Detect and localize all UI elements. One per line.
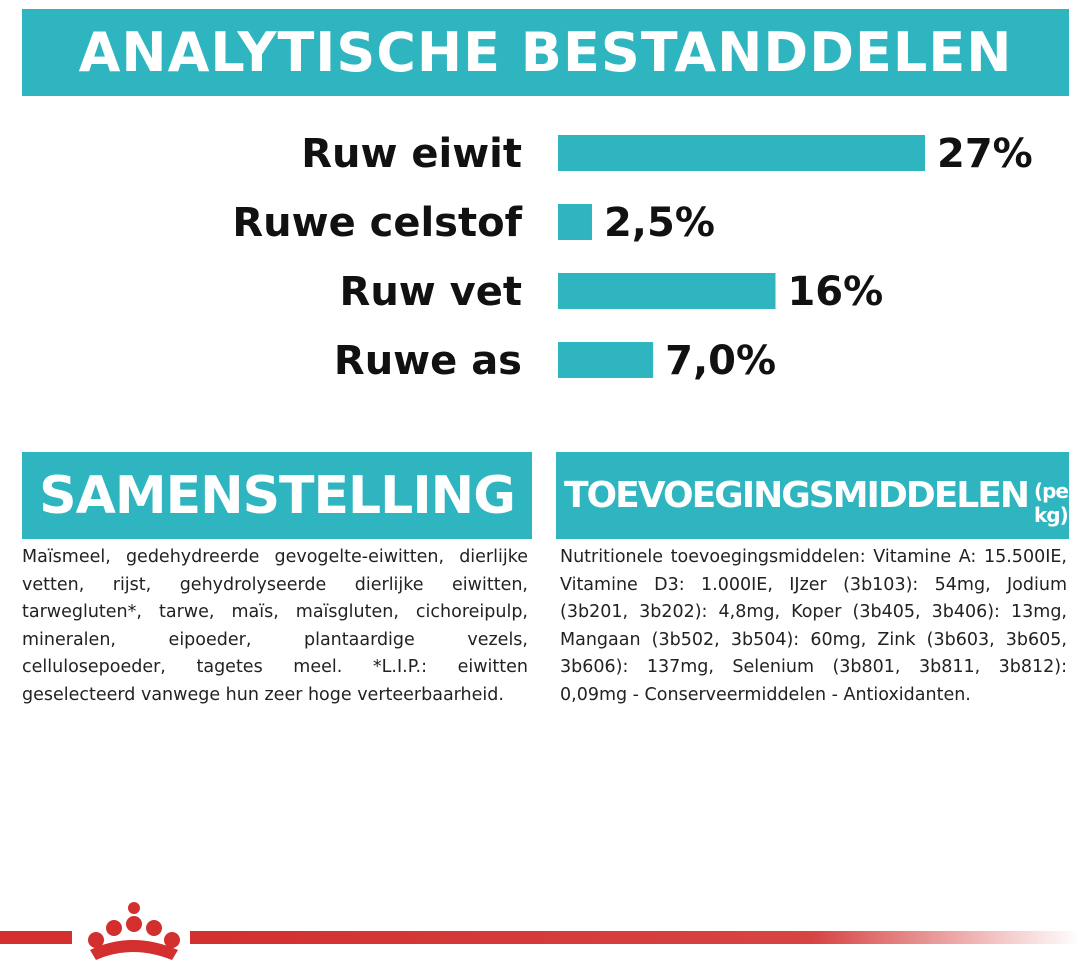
additives-title-suffix: (per kg): [1033, 478, 1078, 527]
category-label: Ruw vet: [340, 269, 522, 315]
bar: [558, 273, 776, 309]
additives-text: Nutritionele toevoegingsmiddelen: Vitami…: [560, 547, 1067, 705]
bar: [558, 204, 592, 240]
category-label: Ruwe as: [334, 338, 522, 384]
value-label: 27%: [937, 131, 1033, 177]
composition-title: SAMENSTELLING: [39, 465, 516, 526]
value-label: 7,0%: [665, 338, 776, 384]
page-title: ANALYTISCHE BESTANDDELEN: [22, 9, 1069, 96]
value-label: 2,5%: [604, 200, 715, 246]
additives-heading: TOEVOEGINGSMIDDELEN (per kg): [556, 452, 1078, 539]
bar: [558, 135, 925, 171]
analytics-bar-chart: Ruw eiwit 27% Ruwe celstof 2,5% Ruw vet 16% Ru…: [232, 131, 1033, 384]
royal-crown-icon: [88, 902, 180, 960]
composition-heading: SAMENSTELLING: [22, 452, 532, 539]
value-label: 16%: [787, 269, 883, 315]
category-label: Ruw eiwit: [301, 131, 522, 177]
additives-title: TOEVOEGINGSMIDDELEN: [564, 475, 1030, 516]
category-label: Ruwe celstof: [232, 200, 522, 246]
brand-footer: [0, 902, 1080, 960]
bar: [558, 342, 654, 378]
footer-stripe-right: [190, 931, 1080, 944]
footer-stripe-left: [0, 931, 72, 944]
composition-text: Maïsmeel, gedehydreerde gevogelte-eiwitt…: [22, 547, 528, 705]
